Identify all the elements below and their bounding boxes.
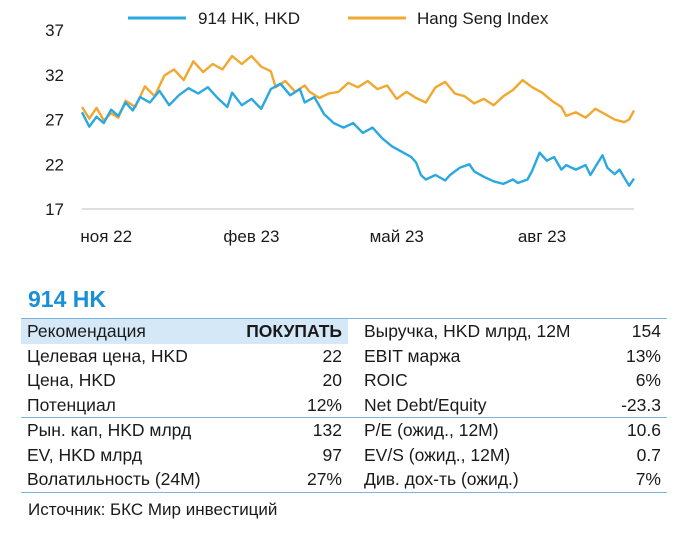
target-price-label: Целевая цена, HKD (27, 345, 188, 366)
upside-label: Потенциал (27, 394, 116, 415)
x-tick-label: фев 23 (223, 227, 279, 246)
market-cap-label: Рын. кап, HKD млрд (21, 417, 231, 443)
price-label: Цена, HKD (27, 370, 116, 390)
table-row: Рекомендация ПОКУПАТЬ Выручка, HKD млрд,… (21, 318, 667, 344)
source-note: Источник: БКС Мир инвестиций (28, 500, 278, 519)
ev-value: 97 (322, 444, 342, 465)
x-tick-label: май 23 (370, 227, 424, 246)
ebit-margin-label: EBIT маржа (364, 345, 461, 366)
ticker-title: 914 HK (28, 286, 106, 312)
pe-label: P/E (ожид., 12M) (358, 417, 580, 443)
upside-value: 12% (306, 394, 342, 415)
y-tick-label: 17 (45, 200, 64, 219)
ebit-margin-value: 13% (625, 345, 661, 366)
series-line-hang-seng (80, 54, 636, 124)
recommendation-label: Рекомендация (21, 318, 231, 344)
table-row: Цена, HKD 20 ROIC 6% (21, 368, 667, 393)
revenue-label: Выручка, HKD млрд, 12M (358, 318, 580, 344)
table-row: Потенциал 12% Net Debt/Equity -23.3 (21, 393, 667, 418)
recommendation-value: ПОКУПАТЬ (231, 318, 348, 344)
pe-value: 10.6 (580, 417, 667, 443)
volatility-label: Волатильность (24M) (21, 467, 231, 493)
legend-label: 914 HK, HKD (198, 9, 300, 28)
y-tick-label: 37 (45, 21, 64, 40)
table-row: Волатильность (24M) 27% Див. дох-ть (ожи… (21, 467, 667, 493)
metrics-table: Рекомендация ПОКУПАТЬ Выручка, HKD млрд,… (21, 318, 667, 493)
target-price-value: 22 (322, 345, 342, 366)
y-tick-label: 27 (45, 111, 64, 130)
market-cap-value: 132 (231, 417, 348, 443)
revenue-value: 154 (580, 318, 667, 344)
ev-label: EV, HKD млрд (27, 444, 143, 465)
roic-label: ROIC (364, 370, 408, 390)
price-chart: 17 22 27 32 37 ноя 22 фев 23 май 23 авг 23 914 HK… (45, 9, 636, 246)
series-line-914hk (80, 82, 635, 187)
x-tick-label: авг 23 (518, 227, 566, 246)
volatility-value: 27% (231, 467, 348, 493)
table-row: EV, HKD млрд 97 EV/S (ожид., 12M) 0.7 (21, 443, 667, 468)
net-debt-equity-value: -23.3 (621, 394, 661, 415)
legend-label: Hang Seng Index (417, 9, 549, 28)
dividend-yield-value: 7% (580, 467, 667, 493)
ev-s-value: 0.7 (636, 444, 661, 465)
y-tick-label: 32 (45, 66, 64, 85)
y-tick-label: 22 (45, 155, 64, 174)
price-value: 20 (322, 370, 342, 390)
net-debt-equity-label: Net Debt/Equity (364, 394, 487, 415)
table-row: Целевая цена, HKD 22 EBIT маржа 13% (21, 344, 667, 369)
dividend-yield-label: Див. дох-ть (ожид.) (358, 467, 580, 493)
x-tick-label: ноя 22 (80, 227, 132, 246)
ev-s-label: EV/S (ожид., 12M) (364, 444, 511, 465)
table-row: Рын. кап, HKD млрд 132 P/E (ожид., 12M) … (21, 417, 667, 443)
roic-value: 6% (635, 370, 661, 390)
